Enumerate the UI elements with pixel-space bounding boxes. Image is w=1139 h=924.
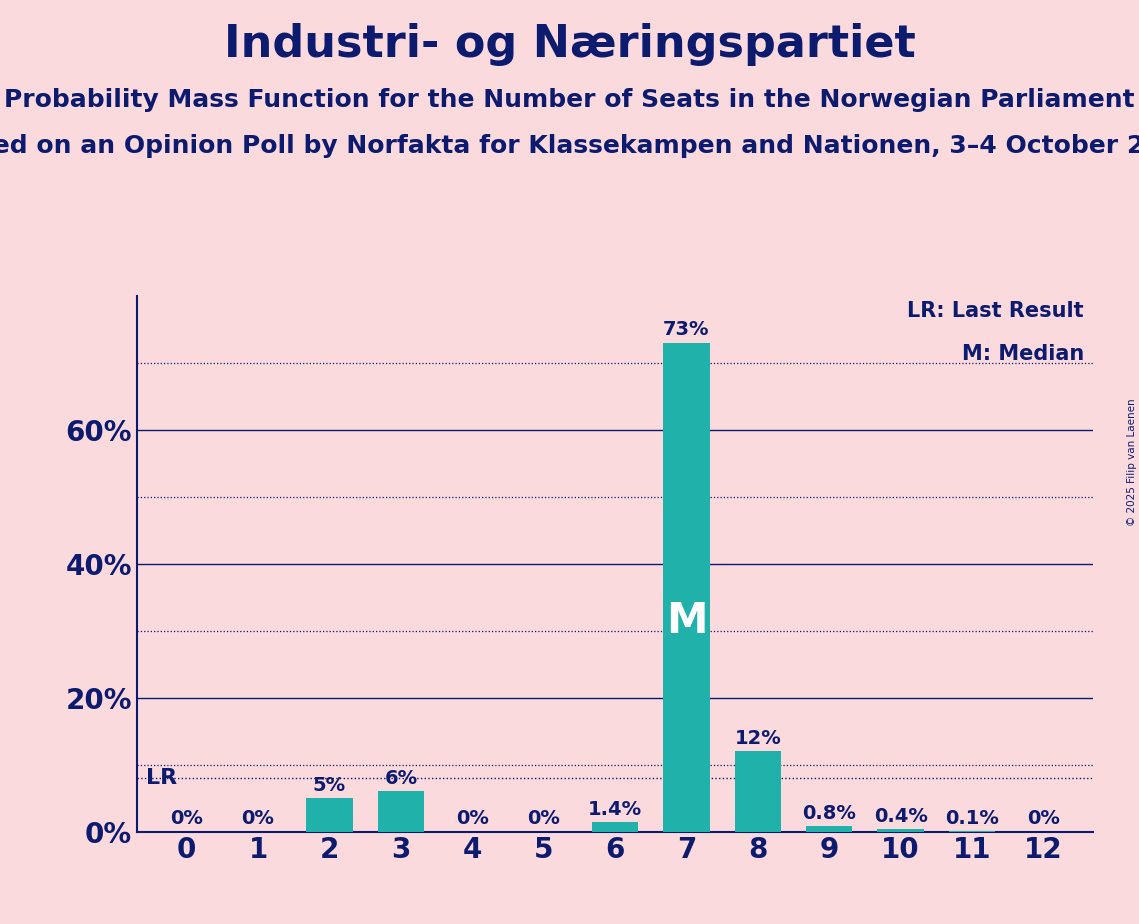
Text: 0.8%: 0.8% bbox=[802, 804, 857, 823]
Text: 0.4%: 0.4% bbox=[874, 807, 927, 825]
Text: 12%: 12% bbox=[735, 729, 781, 748]
Text: 6%: 6% bbox=[384, 769, 417, 788]
Text: 5%: 5% bbox=[313, 776, 346, 795]
Text: 1.4%: 1.4% bbox=[588, 800, 642, 819]
Text: 73%: 73% bbox=[663, 321, 710, 339]
Bar bbox=[877, 829, 924, 832]
Text: 0%: 0% bbox=[456, 809, 489, 828]
Text: 0.1%: 0.1% bbox=[945, 808, 999, 828]
Bar bbox=[735, 751, 781, 832]
Bar bbox=[306, 798, 353, 832]
Text: 0%: 0% bbox=[170, 809, 203, 828]
Text: 0%: 0% bbox=[241, 809, 274, 828]
Text: LR: Last Result: LR: Last Result bbox=[908, 301, 1084, 321]
Text: M: M bbox=[665, 601, 707, 642]
Text: M: Median: M: Median bbox=[961, 344, 1084, 364]
Text: Industri- og Næringspartiet: Industri- og Næringspartiet bbox=[223, 23, 916, 67]
Bar bbox=[592, 822, 638, 832]
Bar bbox=[806, 826, 852, 832]
Bar bbox=[378, 791, 424, 832]
Bar bbox=[663, 343, 710, 832]
Text: LR: LR bbox=[146, 768, 178, 788]
Text: 0%: 0% bbox=[1027, 809, 1060, 828]
Text: 0%: 0% bbox=[527, 809, 560, 828]
Text: © 2025 Filip van Laenen: © 2025 Filip van Laenen bbox=[1126, 398, 1137, 526]
Text: Probability Mass Function for the Number of Seats in the Norwegian Parliament: Probability Mass Function for the Number… bbox=[5, 88, 1134, 112]
Text: Based on an Opinion Poll by Norfakta for Klassekampen and Nationen, 3–4 October : Based on an Opinion Poll by Norfakta for… bbox=[0, 134, 1139, 158]
